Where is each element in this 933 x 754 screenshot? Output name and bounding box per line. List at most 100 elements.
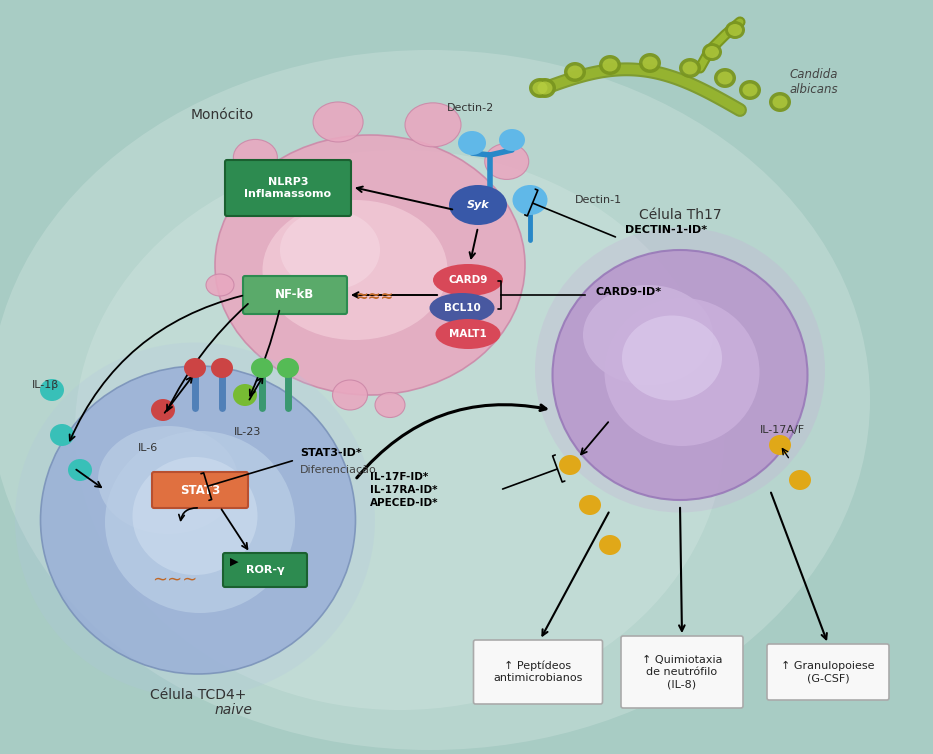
Ellipse shape [105, 431, 295, 613]
FancyBboxPatch shape [152, 472, 248, 508]
Ellipse shape [512, 185, 548, 215]
Ellipse shape [552, 250, 807, 500]
Text: Candida
albicans: Candida albicans [790, 68, 839, 96]
Ellipse shape [639, 53, 661, 73]
FancyBboxPatch shape [621, 636, 743, 708]
Text: ↑ Quimiotaxia
de neutrófilo
(IL-8): ↑ Quimiotaxia de neutrófilo (IL-8) [642, 654, 722, 689]
Text: naive: naive [214, 703, 252, 717]
Ellipse shape [769, 92, 791, 112]
Ellipse shape [643, 57, 658, 69]
FancyBboxPatch shape [225, 160, 351, 216]
Text: ↑ Granulopoiese
(G-CSF): ↑ Granulopoiese (G-CSF) [781, 661, 875, 683]
Ellipse shape [184, 358, 206, 378]
Ellipse shape [75, 150, 725, 710]
Ellipse shape [68, 459, 92, 481]
Ellipse shape [405, 103, 461, 147]
Ellipse shape [332, 380, 368, 410]
Ellipse shape [702, 43, 722, 61]
Text: STAT3: STAT3 [180, 483, 220, 496]
Text: ROR-γ: ROR-γ [245, 565, 285, 575]
Ellipse shape [537, 81, 552, 94]
Text: BCL10: BCL10 [443, 303, 480, 313]
Text: Dectin-1: Dectin-1 [575, 195, 622, 205]
Ellipse shape [15, 342, 375, 697]
Text: CARD9: CARD9 [449, 275, 488, 285]
Ellipse shape [725, 21, 745, 39]
Ellipse shape [206, 274, 234, 296]
Text: Monócito: Monócito [190, 108, 254, 122]
Text: ∼∼∼: ∼∼∼ [152, 571, 198, 589]
Ellipse shape [605, 298, 759, 446]
Ellipse shape [211, 358, 233, 378]
Text: Diferenciação: Diferenciação [300, 465, 377, 475]
Ellipse shape [449, 185, 507, 225]
Ellipse shape [533, 81, 548, 94]
Ellipse shape [485, 143, 529, 179]
Text: NF-kB: NF-kB [275, 289, 314, 302]
Ellipse shape [429, 293, 494, 323]
FancyBboxPatch shape [767, 644, 889, 700]
Ellipse shape [50, 424, 74, 446]
Text: IL-1β: IL-1β [32, 380, 60, 390]
Text: Syk: Syk [466, 200, 489, 210]
Ellipse shape [769, 435, 791, 455]
Text: IL-6: IL-6 [138, 443, 158, 453]
Ellipse shape [773, 96, 787, 109]
Ellipse shape [375, 393, 405, 418]
FancyBboxPatch shape [243, 276, 347, 314]
Text: Célula Th17: Célula Th17 [639, 208, 721, 222]
FancyBboxPatch shape [223, 553, 307, 587]
Text: IL-17F-ID*
IL-17RA-ID*
APECED-ID*: IL-17F-ID* IL-17RA-ID* APECED-ID* [370, 472, 439, 508]
Ellipse shape [789, 470, 811, 490]
Ellipse shape [251, 358, 273, 378]
Ellipse shape [280, 210, 380, 290]
Ellipse shape [567, 66, 582, 78]
Ellipse shape [705, 46, 719, 58]
Ellipse shape [233, 384, 257, 406]
Ellipse shape [436, 319, 500, 349]
Ellipse shape [739, 80, 761, 100]
Text: Célula TCD4+: Célula TCD4+ [150, 688, 246, 702]
Text: MALT1: MALT1 [449, 329, 487, 339]
Ellipse shape [433, 264, 503, 296]
Ellipse shape [458, 131, 486, 155]
Text: ≈≈≈: ≈≈≈ [355, 289, 393, 304]
Text: IL-23: IL-23 [234, 427, 261, 437]
Text: ↑ Peptídeos
antimicrobianos: ↑ Peptídeos antimicrobianos [494, 661, 583, 683]
Ellipse shape [535, 228, 825, 513]
Ellipse shape [714, 68, 736, 88]
Text: NLRP3
Inflamassomo: NLRP3 Inflamassomo [244, 176, 331, 199]
Ellipse shape [579, 495, 601, 515]
Ellipse shape [132, 457, 258, 575]
Ellipse shape [559, 455, 581, 475]
Ellipse shape [683, 62, 698, 75]
FancyBboxPatch shape [474, 640, 603, 704]
Ellipse shape [313, 102, 363, 142]
Text: DECTIN-1-ID*: DECTIN-1-ID* [625, 225, 707, 235]
Ellipse shape [622, 315, 722, 400]
Ellipse shape [743, 84, 758, 97]
Ellipse shape [534, 78, 556, 98]
Ellipse shape [0, 50, 870, 750]
Ellipse shape [277, 358, 299, 378]
Ellipse shape [717, 72, 732, 84]
Ellipse shape [40, 379, 64, 401]
Ellipse shape [728, 24, 742, 36]
Text: IL-17A/F: IL-17A/F [760, 425, 805, 435]
Text: STAT3-ID*: STAT3-ID* [300, 448, 362, 458]
Ellipse shape [599, 535, 621, 555]
Text: Dectin-2: Dectin-2 [446, 103, 494, 113]
Ellipse shape [564, 62, 586, 82]
Ellipse shape [151, 399, 175, 421]
Ellipse shape [583, 285, 713, 385]
Ellipse shape [233, 139, 277, 176]
Ellipse shape [215, 135, 525, 395]
Ellipse shape [98, 426, 238, 534]
Ellipse shape [40, 366, 355, 674]
Ellipse shape [529, 78, 551, 98]
Ellipse shape [499, 129, 525, 151]
Ellipse shape [262, 200, 448, 340]
Ellipse shape [603, 59, 618, 72]
Ellipse shape [599, 55, 621, 75]
Text: CARD9-ID*: CARD9-ID* [596, 287, 662, 297]
